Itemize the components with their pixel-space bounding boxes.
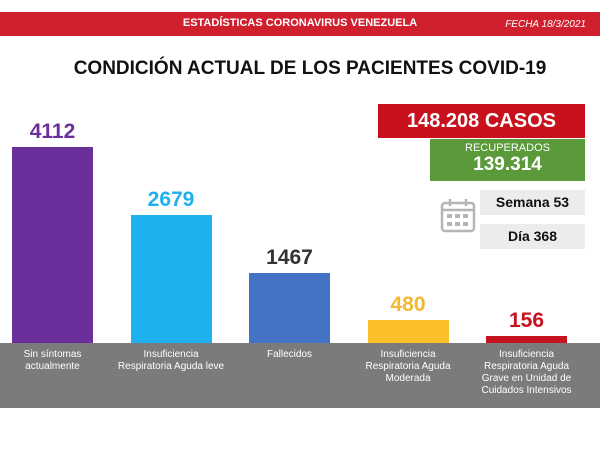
value-label: 480 — [390, 293, 426, 317]
calendar-icon — [440, 199, 476, 233]
bar — [12, 147, 93, 343]
bar — [486, 335, 567, 343]
category-label: Insuficiencia Respiratoria Aguda leve — [117, 349, 225, 372]
week-box: Semana 53 — [480, 190, 585, 215]
value-label: 156 — [508, 308, 545, 332]
recovered-box: RECUPERADOS 139.314 — [430, 139, 585, 181]
cases-box: 148.208 CASOS — [378, 104, 585, 138]
category-label: Insuficiencia Respiratoria Aguda Grave e… — [481, 349, 572, 396]
header-title: ESTADÍSTICAS CORONAVIRUS VENEZUELA — [182, 17, 418, 29]
bar — [367, 320, 449, 343]
category-label: Insuficiencia Respiratoria Aguda Moderad… — [365, 349, 451, 384]
bar — [130, 215, 212, 343]
header-banner — [0, 12, 600, 36]
chart-title: CONDICIÓN ACTUAL DE LOS PACIENTES COVID-… — [73, 58, 547, 79]
day-box: Día 368 — [480, 224, 585, 249]
category-label: Fallecidos — [266, 349, 313, 360]
value-label: 2679 — [147, 188, 195, 212]
bar — [249, 273, 330, 343]
header-date: FECHA 18/3/2021 — [505, 19, 586, 30]
recovered-label: RECUPERADOS — [465, 142, 550, 154]
value-label: 4112 — [29, 120, 76, 143]
recovered-value: 139.314 — [473, 154, 542, 175]
category-label: Sin síntomas actualmente — [23, 349, 82, 372]
category-band — [0, 343, 600, 408]
value-label: 1467 — [266, 246, 313, 270]
